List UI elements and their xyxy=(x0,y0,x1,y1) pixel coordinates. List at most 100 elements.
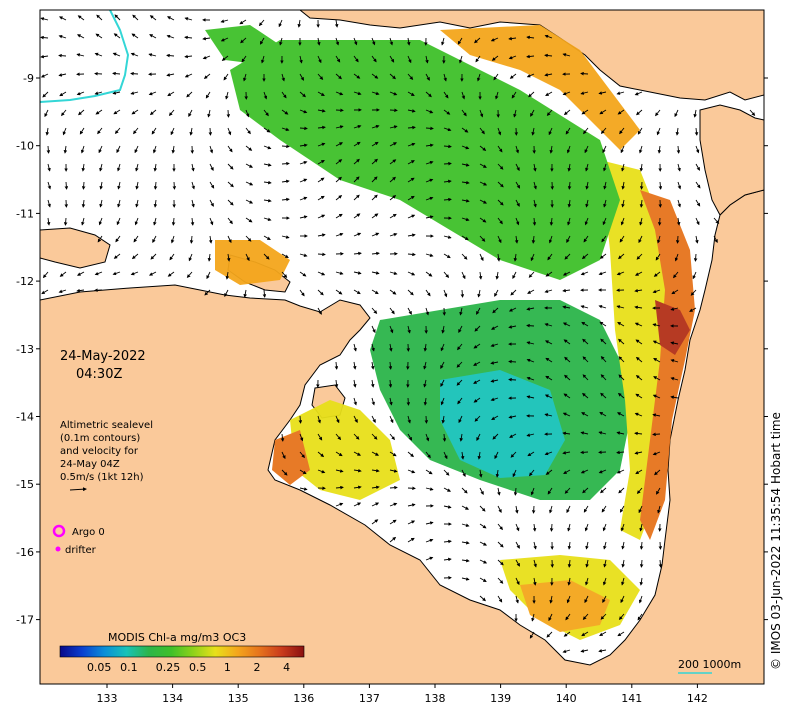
velocity-arrow xyxy=(566,595,571,604)
velocity-arrow xyxy=(389,485,398,490)
velocity-arrow xyxy=(112,271,121,276)
velocity-arrow xyxy=(263,109,269,117)
velocity-arrow xyxy=(562,288,571,293)
velocity-arrow xyxy=(407,433,413,441)
velocity-arrow xyxy=(582,613,589,620)
velocity-arrow xyxy=(639,541,644,550)
velocity-arrow xyxy=(112,52,121,57)
velocity-arrow xyxy=(638,595,643,604)
velocity-arrow xyxy=(94,271,103,276)
velocity-arrow xyxy=(209,145,214,154)
velocity-arrow xyxy=(533,163,537,172)
velocity-arrow xyxy=(130,71,139,76)
velocity-arrow xyxy=(515,595,519,604)
y-tick-label: -14 xyxy=(16,411,34,424)
velocity-arrow xyxy=(188,109,193,117)
velocity-arrow xyxy=(584,145,589,154)
velocity-arrow xyxy=(80,145,85,154)
velocity-arrow xyxy=(656,487,661,495)
velocity-arrow xyxy=(133,235,139,243)
velocity-arrow xyxy=(616,91,625,95)
velocity-arrow xyxy=(598,469,607,474)
velocity-arrow xyxy=(618,338,625,345)
velocity-arrow xyxy=(208,235,213,244)
velocity-arrow xyxy=(370,361,375,370)
velocity-arrow xyxy=(443,91,449,99)
velocity-arrow xyxy=(407,125,416,130)
velocity-arrow xyxy=(563,393,571,399)
velocity-arrow xyxy=(514,235,519,244)
velocity-arrow xyxy=(677,181,682,190)
velocity-arrow xyxy=(389,142,397,147)
velocity-arrow xyxy=(547,253,553,261)
velocity-arrow xyxy=(191,199,195,208)
velocity-arrow xyxy=(585,199,589,208)
velocity-arrow xyxy=(334,361,339,370)
velocity-arrow xyxy=(585,559,589,568)
legend-line-5: 0.5m/s (1kt 12h) xyxy=(60,472,144,483)
velocity-arrow xyxy=(530,487,535,496)
velocity-arrow xyxy=(513,253,518,262)
velocity-arrow xyxy=(371,468,380,473)
velocity-arrow xyxy=(334,379,339,388)
velocity-arrow xyxy=(581,109,589,115)
velocity-arrow xyxy=(184,54,193,59)
velocity-arrow xyxy=(317,142,326,147)
velocity-arrow xyxy=(371,55,377,63)
velocity-arrow xyxy=(461,235,469,241)
velocity-arrow xyxy=(299,451,305,459)
velocity-arrow xyxy=(652,394,661,399)
velocity-arrow xyxy=(299,469,307,475)
velocity-arrow xyxy=(79,127,85,135)
velocity-arrow xyxy=(221,55,229,61)
velocity-arrow xyxy=(580,431,589,435)
velocity-arrow xyxy=(637,127,643,135)
velocity-arrow xyxy=(371,502,380,507)
velocity-arrow xyxy=(353,485,362,490)
velocity-arrow xyxy=(425,556,434,561)
velocity-arrow xyxy=(580,450,589,455)
velocity-arrow xyxy=(149,34,157,39)
velocity-arrow xyxy=(508,359,517,364)
velocity-arrow xyxy=(443,197,452,202)
velocity-arrow xyxy=(652,289,661,294)
velocity-arrow xyxy=(461,145,470,150)
land-cape-york xyxy=(699,104,764,216)
velocity-arrow xyxy=(479,109,484,118)
velocity-arrow xyxy=(600,338,607,345)
velocity-arrow xyxy=(601,235,607,243)
velocity-arrow xyxy=(599,631,607,636)
velocity-arrow xyxy=(407,195,415,201)
velocity-arrow xyxy=(508,377,517,382)
velocity-arrow xyxy=(619,127,625,135)
velocity-arrow xyxy=(671,289,679,295)
velocity-arrow xyxy=(166,34,175,39)
velocity-arrow xyxy=(299,253,308,257)
velocity-arrow xyxy=(533,181,537,190)
velocity-arrow xyxy=(113,33,121,39)
velocity-arrow xyxy=(226,253,231,262)
velocity-arrow xyxy=(508,55,517,60)
velocity-arrow xyxy=(281,179,290,184)
velocity-arrow xyxy=(458,325,463,333)
velocity-arrow xyxy=(353,124,362,129)
velocity-arrow xyxy=(209,163,214,171)
velocity-arrow xyxy=(190,217,195,226)
colorbar-bar xyxy=(59,645,305,658)
velocity-arrow xyxy=(602,577,607,586)
velocity-arrow xyxy=(407,451,414,458)
velocity-arrow xyxy=(40,73,49,78)
velocity-arrow xyxy=(441,325,445,334)
velocity-arrow xyxy=(227,235,232,244)
velocity-arrow xyxy=(317,451,325,458)
credit-text: © IMOS 03-Jun-2022 11:35:54 Hobart time xyxy=(769,412,783,670)
velocity-arrow xyxy=(425,307,430,316)
velocity-arrow xyxy=(115,235,121,243)
velocity-arrow xyxy=(603,199,607,208)
velocity-arrow xyxy=(670,377,679,381)
velocity-arrow xyxy=(658,541,663,550)
velocity-arrow xyxy=(353,502,362,507)
velocity-arrow xyxy=(497,523,503,531)
velocity-arrow xyxy=(565,127,571,135)
velocity-arrow xyxy=(40,35,49,40)
